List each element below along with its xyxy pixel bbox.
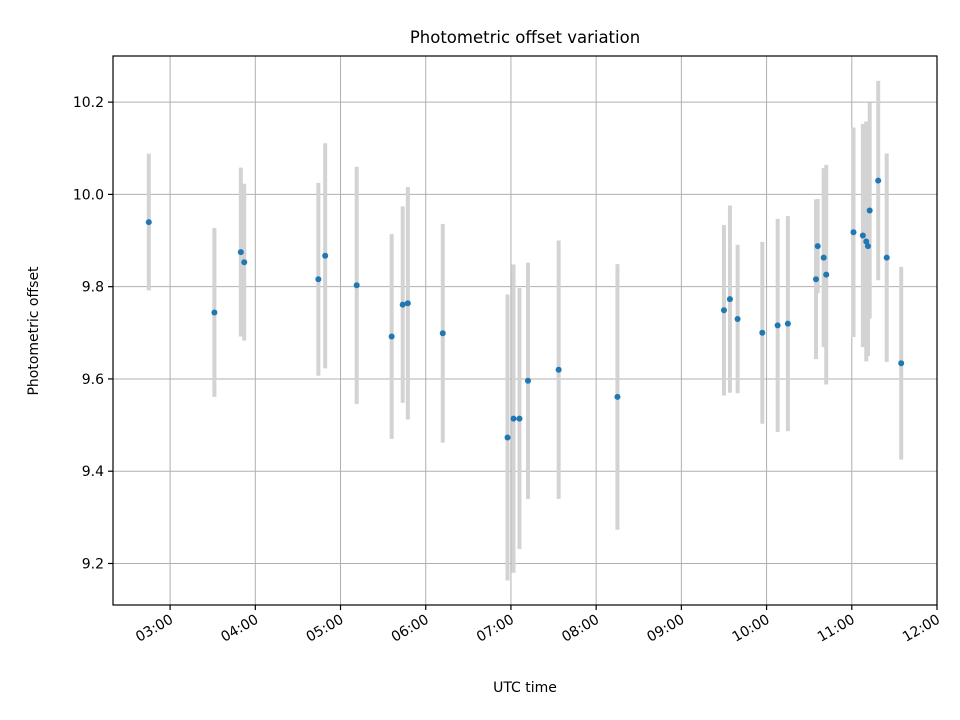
plot-frame <box>112 55 938 606</box>
data-point <box>237 249 244 256</box>
data-point <box>145 219 152 226</box>
y-tick-label: 10.2 <box>73 95 104 111</box>
data-point <box>850 229 857 236</box>
data-point <box>388 333 395 340</box>
data-point <box>759 329 766 336</box>
data-point <box>315 276 322 283</box>
y-tick-label: 9.6 <box>82 372 104 388</box>
x-axis-label: UTC time <box>493 680 557 696</box>
y-tick-label: 9.8 <box>82 280 104 296</box>
y-tick-label: 10.0 <box>73 187 104 203</box>
data-point <box>863 238 870 245</box>
data-point <box>859 232 866 239</box>
data-point <box>555 366 562 373</box>
grid <box>113 56 938 605</box>
data-point <box>211 309 218 316</box>
data-point <box>814 243 821 250</box>
data-point <box>734 315 741 322</box>
y-tick-label: 9.4 <box>82 464 104 480</box>
data-point <box>516 415 523 422</box>
data-point <box>322 252 329 259</box>
data-point <box>726 296 733 303</box>
y-tick-label: 9.2 <box>82 556 104 572</box>
data-point <box>399 301 406 308</box>
chart-title: Photometric offset variation <box>410 28 640 47</box>
data-point <box>241 259 248 266</box>
data-point <box>898 360 905 367</box>
data-point <box>404 300 411 307</box>
data-point <box>504 434 511 441</box>
data-point <box>866 207 873 214</box>
data-point <box>812 276 819 283</box>
y-axis: 9.2 9.4 9.6 9.8 10.0 10.2 <box>73 95 113 572</box>
data-point <box>823 271 830 278</box>
data-point <box>864 243 871 250</box>
data-point <box>614 393 621 400</box>
data-point <box>774 322 781 329</box>
data-point <box>883 254 890 261</box>
data-point <box>720 307 727 314</box>
data-point <box>353 282 360 289</box>
data-point <box>784 320 791 327</box>
data-points <box>145 177 905 441</box>
data-point <box>875 177 882 184</box>
data-point <box>439 330 446 337</box>
data-point <box>510 415 517 422</box>
data-point <box>524 377 531 384</box>
y-axis-label: Photometric offset <box>26 266 42 396</box>
data-point <box>820 254 827 261</box>
